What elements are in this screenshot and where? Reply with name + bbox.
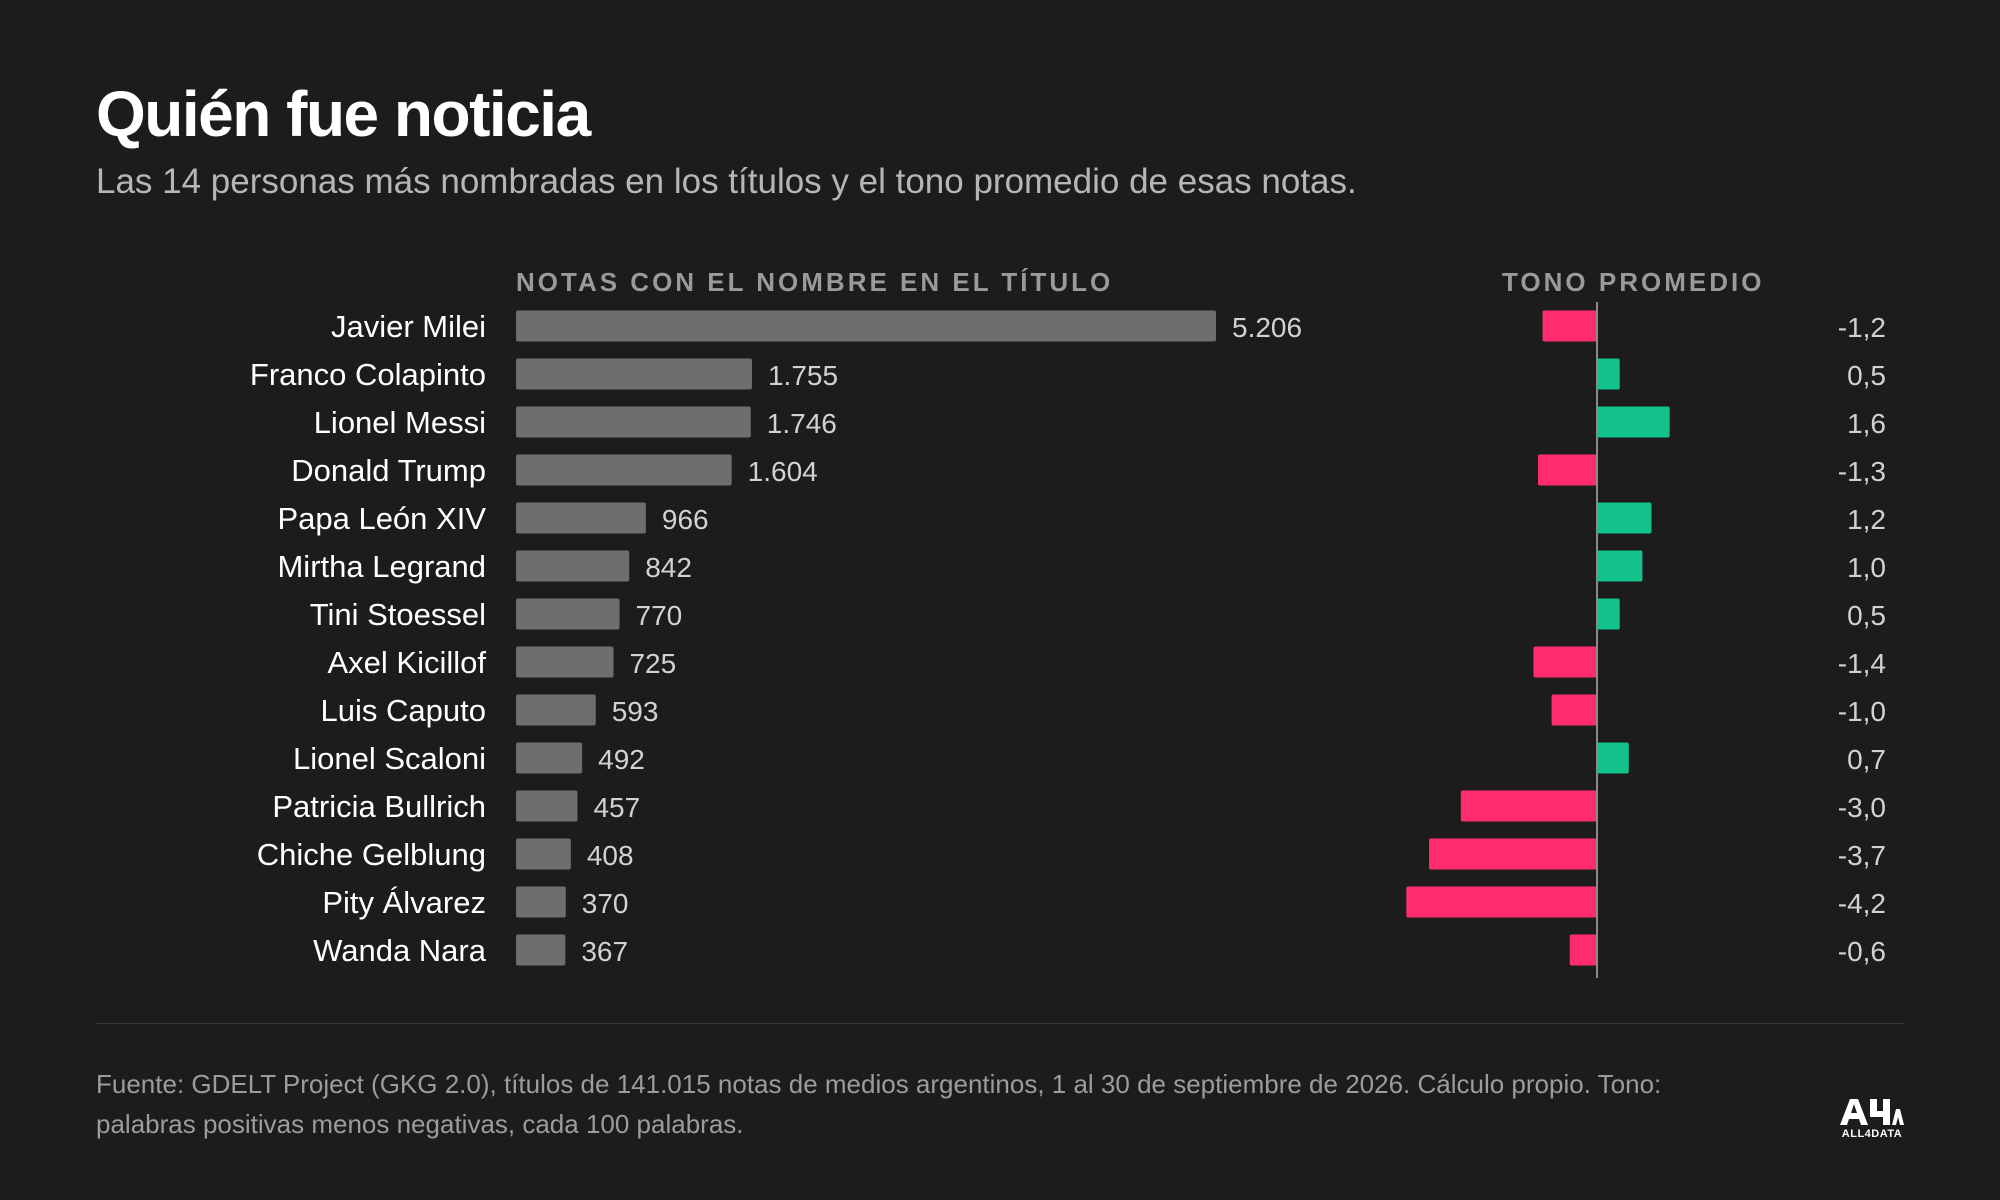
tone-column-header: TONO PROMEDIO	[1502, 267, 1765, 297]
count-column-header: NOTAS CON EL NOMBRE EN EL TÍTULO	[516, 267, 1114, 297]
tone-bar	[1597, 742, 1629, 774]
tone-value-label: 1,2	[1847, 504, 1886, 535]
count-bar	[516, 886, 566, 918]
count-value-label: 370	[582, 888, 629, 919]
person-name: Papa León XIV	[277, 501, 486, 536]
logo-text: ALL4DATA	[1841, 1128, 1903, 1140]
count-value-label: 492	[598, 744, 645, 775]
tone-value-label: -1,4	[1838, 648, 1886, 679]
count-bar	[516, 310, 1216, 342]
count-bar	[516, 502, 646, 534]
person-name: Javier Milei	[331, 309, 486, 344]
person-name: Patricia Bullrich	[272, 789, 486, 824]
all4data-logo-icon	[1840, 1099, 1904, 1125]
tone-value-label: -3,7	[1838, 840, 1886, 871]
source-note: Fuente: GDELT Project (GKG 2.0), títulos…	[96, 1069, 1662, 1139]
count-value-label: 408	[587, 840, 634, 871]
tone-bar	[1597, 598, 1620, 630]
footer-divider	[96, 1023, 1904, 1024]
count-value-label: 367	[581, 936, 628, 967]
count-value-label: 842	[645, 552, 692, 583]
chart-area: Javier Milei 5.206 -1,2 Franco Colapinto 1.7…	[250, 302, 1886, 978]
person-name: Luis Caputo	[321, 693, 486, 728]
count-bar	[516, 454, 732, 486]
person-name: Tini Stoessel	[310, 597, 486, 632]
person-name: Wanda Nara	[313, 933, 487, 968]
tone-value-label: -0,6	[1838, 936, 1886, 967]
count-bar	[516, 934, 566, 966]
tone-value-label: 0,5	[1847, 600, 1886, 631]
count-value-label: 5.206	[1232, 312, 1302, 343]
count-bar	[516, 406, 751, 438]
tone-bar	[1460, 790, 1597, 822]
tone-bar	[1597, 502, 1652, 534]
person-name: Lionel Scaloni	[293, 741, 486, 776]
tone-bar	[1542, 310, 1597, 342]
chart-title: Quién fue noticia	[96, 78, 591, 150]
tone-value-label: -4,2	[1838, 888, 1886, 919]
count-value-label: 1.604	[748, 456, 818, 487]
tone-bar	[1429, 838, 1597, 870]
person-name: Lionel Messi	[314, 405, 486, 440]
tone-value-label: -1,0	[1838, 696, 1886, 727]
count-value-label: 457	[593, 792, 640, 823]
person-name: Franco Colapinto	[250, 357, 486, 392]
count-value-label: 770	[636, 600, 683, 631]
count-bar	[516, 646, 614, 678]
tone-value-label: -1,2	[1838, 312, 1886, 343]
count-bar	[516, 742, 583, 774]
count-value-label: 966	[662, 504, 709, 535]
tone-bar	[1597, 406, 1670, 438]
person-name: Pity Álvarez	[322, 885, 486, 920]
count-bar	[516, 790, 578, 822]
count-bar	[516, 598, 620, 630]
count-bar	[516, 838, 571, 870]
count-bar	[516, 694, 596, 726]
tone-bar	[1569, 934, 1597, 966]
person-name: Axel Kicillof	[328, 645, 487, 680]
person-name: Chiche Gelblung	[257, 837, 486, 872]
count-bar	[516, 550, 630, 582]
count-value-label: 1.755	[768, 360, 838, 391]
tone-value-label: 0,5	[1847, 360, 1886, 391]
tone-value-label: 1,6	[1847, 408, 1886, 439]
count-value-label: 593	[612, 696, 659, 727]
tone-bar	[1551, 694, 1597, 726]
chart-subtitle: Las 14 personas más nombradas en los tít…	[96, 162, 1357, 201]
person-name: Donald Trump	[291, 453, 486, 488]
tone-bar	[1597, 358, 1620, 390]
tone-bar	[1533, 646, 1597, 678]
tone-value-label: -3,0	[1838, 792, 1886, 823]
person-name: Mirtha Legrand	[277, 549, 486, 584]
count-value-label: 1.746	[767, 408, 837, 439]
tone-value-label: 1,0	[1847, 552, 1886, 583]
tone-value-label: 0,7	[1847, 744, 1886, 775]
count-bar	[516, 358, 752, 390]
tone-bar	[1597, 550, 1643, 582]
tone-bar	[1537, 454, 1597, 486]
tone-value-label: -1,3	[1838, 456, 1886, 487]
tone-bar	[1406, 886, 1597, 918]
count-value-label: 725	[629, 648, 676, 679]
